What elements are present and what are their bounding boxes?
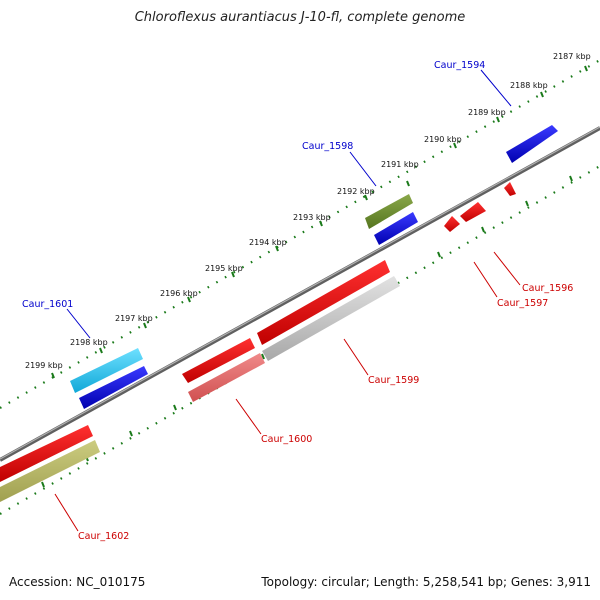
label-caur-1598[interactable]: Caur_1598 xyxy=(302,141,353,152)
major-tick xyxy=(569,175,573,182)
label-caur-1600[interactable]: Caur_1600 xyxy=(261,434,312,445)
scale-label: 2194 kbp xyxy=(249,238,287,247)
scale-label: 2190 kbp xyxy=(424,135,462,144)
major-tick xyxy=(437,251,441,258)
label-caur-1599[interactable]: Caur_1599 xyxy=(368,375,419,386)
gene-caur-1597-a[interactable] xyxy=(444,216,460,232)
major-tick xyxy=(187,296,191,303)
scale-label: 2187 kbp xyxy=(553,52,591,61)
gene-caur-1602-red[interactable] xyxy=(0,425,93,482)
major-tick xyxy=(525,200,529,207)
scale-label: 2191 kbp xyxy=(381,160,419,169)
gene-labels: Caur_1594 Caur_1598 Caur_1601 Caur_1596 … xyxy=(22,60,573,542)
scale-label: 2195 kbp xyxy=(205,264,243,273)
connector-caur-1596 xyxy=(493,251,521,286)
gene-caur-1600-pink[interactable] xyxy=(188,353,265,402)
gene-caur-1602-olive[interactable] xyxy=(0,440,100,502)
connector-caur-1597 xyxy=(473,261,498,298)
topology-text: Topology: circular; Length: 5,258,541 bp… xyxy=(261,575,591,589)
major-tick xyxy=(99,347,103,354)
scale-label: 2188 kbp xyxy=(510,81,548,90)
outer-major-ticks xyxy=(51,65,588,379)
major-tick xyxy=(41,481,45,488)
label-caur-1594[interactable]: Caur_1594 xyxy=(434,60,485,71)
gene-caur-1597-b[interactable] xyxy=(460,202,486,222)
genome-backbone-highlight xyxy=(0,126,600,460)
major-tick xyxy=(261,353,265,360)
gene-caur-1599-red[interactable] xyxy=(257,260,390,345)
major-tick xyxy=(143,322,147,329)
major-tick xyxy=(319,220,323,227)
connector-caur-1602 xyxy=(54,493,79,532)
connector-caur-1600 xyxy=(235,398,262,435)
scale-labels: 2187 kbp 2188 kbp 2189 kbp 2190 kbp 2191… xyxy=(25,52,591,370)
scale-label: 2199 kbp xyxy=(25,361,63,370)
label-caur-1602[interactable]: Caur_1602 xyxy=(78,531,129,542)
major-tick xyxy=(275,245,279,252)
major-tick xyxy=(231,271,235,278)
scale-label: 2196 kbp xyxy=(160,289,198,298)
accession-text: Accession: NC_010175 xyxy=(9,575,146,589)
major-tick xyxy=(364,194,368,201)
major-tick xyxy=(540,91,544,98)
scale-label: 2198 kbp xyxy=(70,338,108,347)
gene-caur-1596[interactable] xyxy=(504,182,516,196)
scale-label: 2193 kbp xyxy=(293,213,331,222)
major-tick xyxy=(129,430,133,437)
map-title: Chloroflexus aurantiacus J-10-fl, comple… xyxy=(134,10,466,25)
label-connectors xyxy=(54,69,521,532)
label-caur-1597[interactable]: Caur_1597 xyxy=(497,298,548,309)
gene-caur-1599-grey[interactable] xyxy=(262,276,400,361)
connector-caur-1594 xyxy=(480,69,512,107)
scale-label: 2197 kbp xyxy=(115,314,153,323)
gene-caur-1594[interactable] xyxy=(506,125,558,163)
major-tick xyxy=(51,372,55,379)
major-tick xyxy=(481,226,485,233)
connector-caur-1601 xyxy=(66,308,91,339)
major-tick xyxy=(453,142,457,149)
outer-tick-track xyxy=(0,59,600,409)
gene-caur-1601-blue[interactable] xyxy=(79,366,148,409)
gene-caur-1601-cyan[interactable] xyxy=(70,348,143,393)
scale-label: 2192 kbp xyxy=(337,187,375,196)
major-tick xyxy=(584,65,588,72)
major-tick xyxy=(496,116,500,123)
connector-caur-1598 xyxy=(349,151,377,187)
gene-caur-1598-green[interactable] xyxy=(365,194,413,229)
gene-caur-1600-red[interactable] xyxy=(182,338,255,383)
major-tick xyxy=(173,404,177,411)
label-caur-1596[interactable]: Caur_1596 xyxy=(522,283,573,294)
label-caur-1601[interactable]: Caur_1601 xyxy=(22,299,73,310)
genome-backbone xyxy=(0,126,600,462)
connector-caur-1599 xyxy=(343,338,369,376)
gene-caur-1598-blue[interactable] xyxy=(374,212,418,245)
scale-label: 2189 kbp xyxy=(468,108,506,117)
major-tick xyxy=(406,180,410,187)
